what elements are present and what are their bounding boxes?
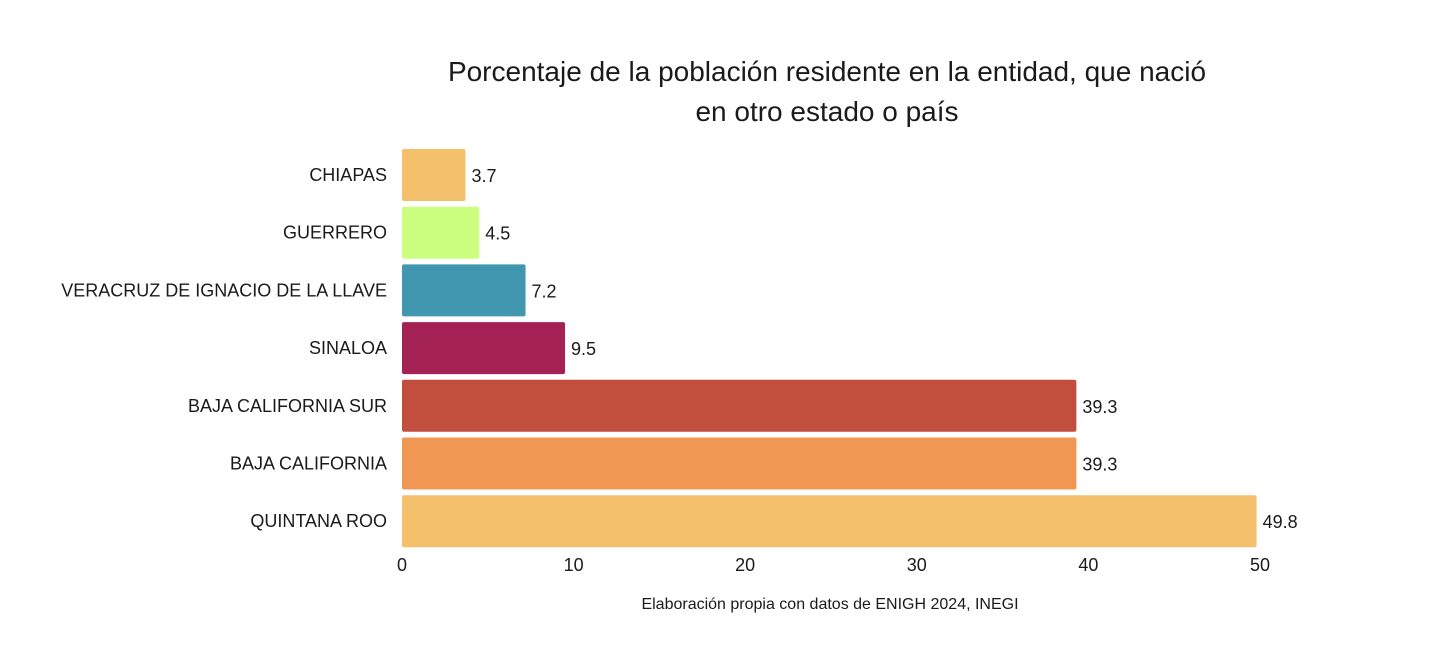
x-axis-ticks: 0 10 20 30 40 50	[397, 555, 1270, 575]
value-label: 3.7	[471, 166, 496, 186]
chart-title-line-1: Porcentaje de la población residente en …	[448, 56, 1206, 87]
bar	[402, 206, 480, 259]
value-label: 39.3	[1082, 455, 1117, 475]
bar	[402, 264, 526, 317]
category-label: CHIAPAS	[309, 165, 387, 185]
category-label: VERACRUZ DE IGNACIO DE LA LLAVE	[61, 280, 387, 300]
value-label: 7.2	[532, 281, 557, 301]
category-label: QUINTANA ROO	[250, 511, 387, 531]
bar	[402, 379, 1077, 432]
bar	[402, 322, 566, 375]
x-tick-label: 40	[1078, 555, 1098, 575]
value-label: 49.8	[1263, 512, 1298, 532]
value-label: 4.5	[485, 224, 510, 244]
x-tick-label: 50	[1250, 555, 1270, 575]
value-label: 9.5	[571, 339, 596, 359]
bars-group	[402, 149, 1257, 548]
category-label: BAJA CALIFORNIA	[230, 454, 387, 474]
category-label: SINALOA	[309, 338, 387, 358]
x-axis-title: Elaboración propia con datos de ENIGH 20…	[641, 596, 1018, 613]
x-tick-label: 20	[735, 555, 755, 575]
bar	[402, 437, 1077, 490]
category-label: GUERRERO	[283, 223, 387, 243]
bar	[402, 149, 466, 201]
x-tick-label: 30	[907, 555, 927, 575]
chart-title-line-2: en otro estado o país	[695, 96, 958, 127]
x-tick-label: 0	[397, 555, 407, 575]
x-tick-label: 10	[564, 555, 584, 575]
value-label: 39.3	[1082, 397, 1117, 417]
bar	[402, 495, 1257, 548]
category-label: BAJA CALIFORNIA SUR	[188, 396, 387, 416]
value-labels: 3.7 4.5 7.2 9.5 39.3 39.3 49.8	[471, 166, 1297, 532]
category-labels: CHIAPAS GUERRERO VERACRUZ DE IGNACIO DE LA…	[61, 165, 387, 531]
